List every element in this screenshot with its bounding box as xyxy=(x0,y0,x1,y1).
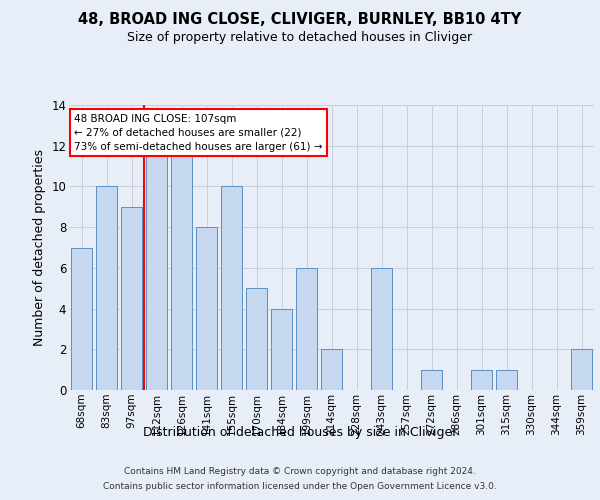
Text: 48, BROAD ING CLOSE, CLIVIGER, BURNLEY, BB10 4TY: 48, BROAD ING CLOSE, CLIVIGER, BURNLEY, … xyxy=(79,12,521,28)
Text: Contains HM Land Registry data © Crown copyright and database right 2024.: Contains HM Land Registry data © Crown c… xyxy=(124,467,476,476)
Bar xyxy=(371,268,392,390)
Bar xyxy=(96,186,117,390)
Bar xyxy=(71,248,92,390)
Bar xyxy=(321,350,342,390)
Bar xyxy=(221,186,242,390)
Text: Size of property relative to detached houses in Cliviger: Size of property relative to detached ho… xyxy=(127,31,473,44)
Text: 48 BROAD ING CLOSE: 107sqm
← 27% of detached houses are smaller (22)
73% of semi: 48 BROAD ING CLOSE: 107sqm ← 27% of deta… xyxy=(74,114,323,152)
Bar xyxy=(146,146,167,390)
Y-axis label: Number of detached properties: Number of detached properties xyxy=(32,149,46,346)
Bar xyxy=(496,370,517,390)
Bar xyxy=(571,350,592,390)
Text: Contains public sector information licensed under the Open Government Licence v3: Contains public sector information licen… xyxy=(103,482,497,491)
Bar xyxy=(246,288,267,390)
Bar xyxy=(471,370,492,390)
Text: Distribution of detached houses by size in Cliviger: Distribution of detached houses by size … xyxy=(143,426,457,439)
Bar xyxy=(196,227,217,390)
Bar xyxy=(421,370,442,390)
Bar xyxy=(296,268,317,390)
Bar xyxy=(271,308,292,390)
Bar xyxy=(171,146,192,390)
Bar xyxy=(121,207,142,390)
